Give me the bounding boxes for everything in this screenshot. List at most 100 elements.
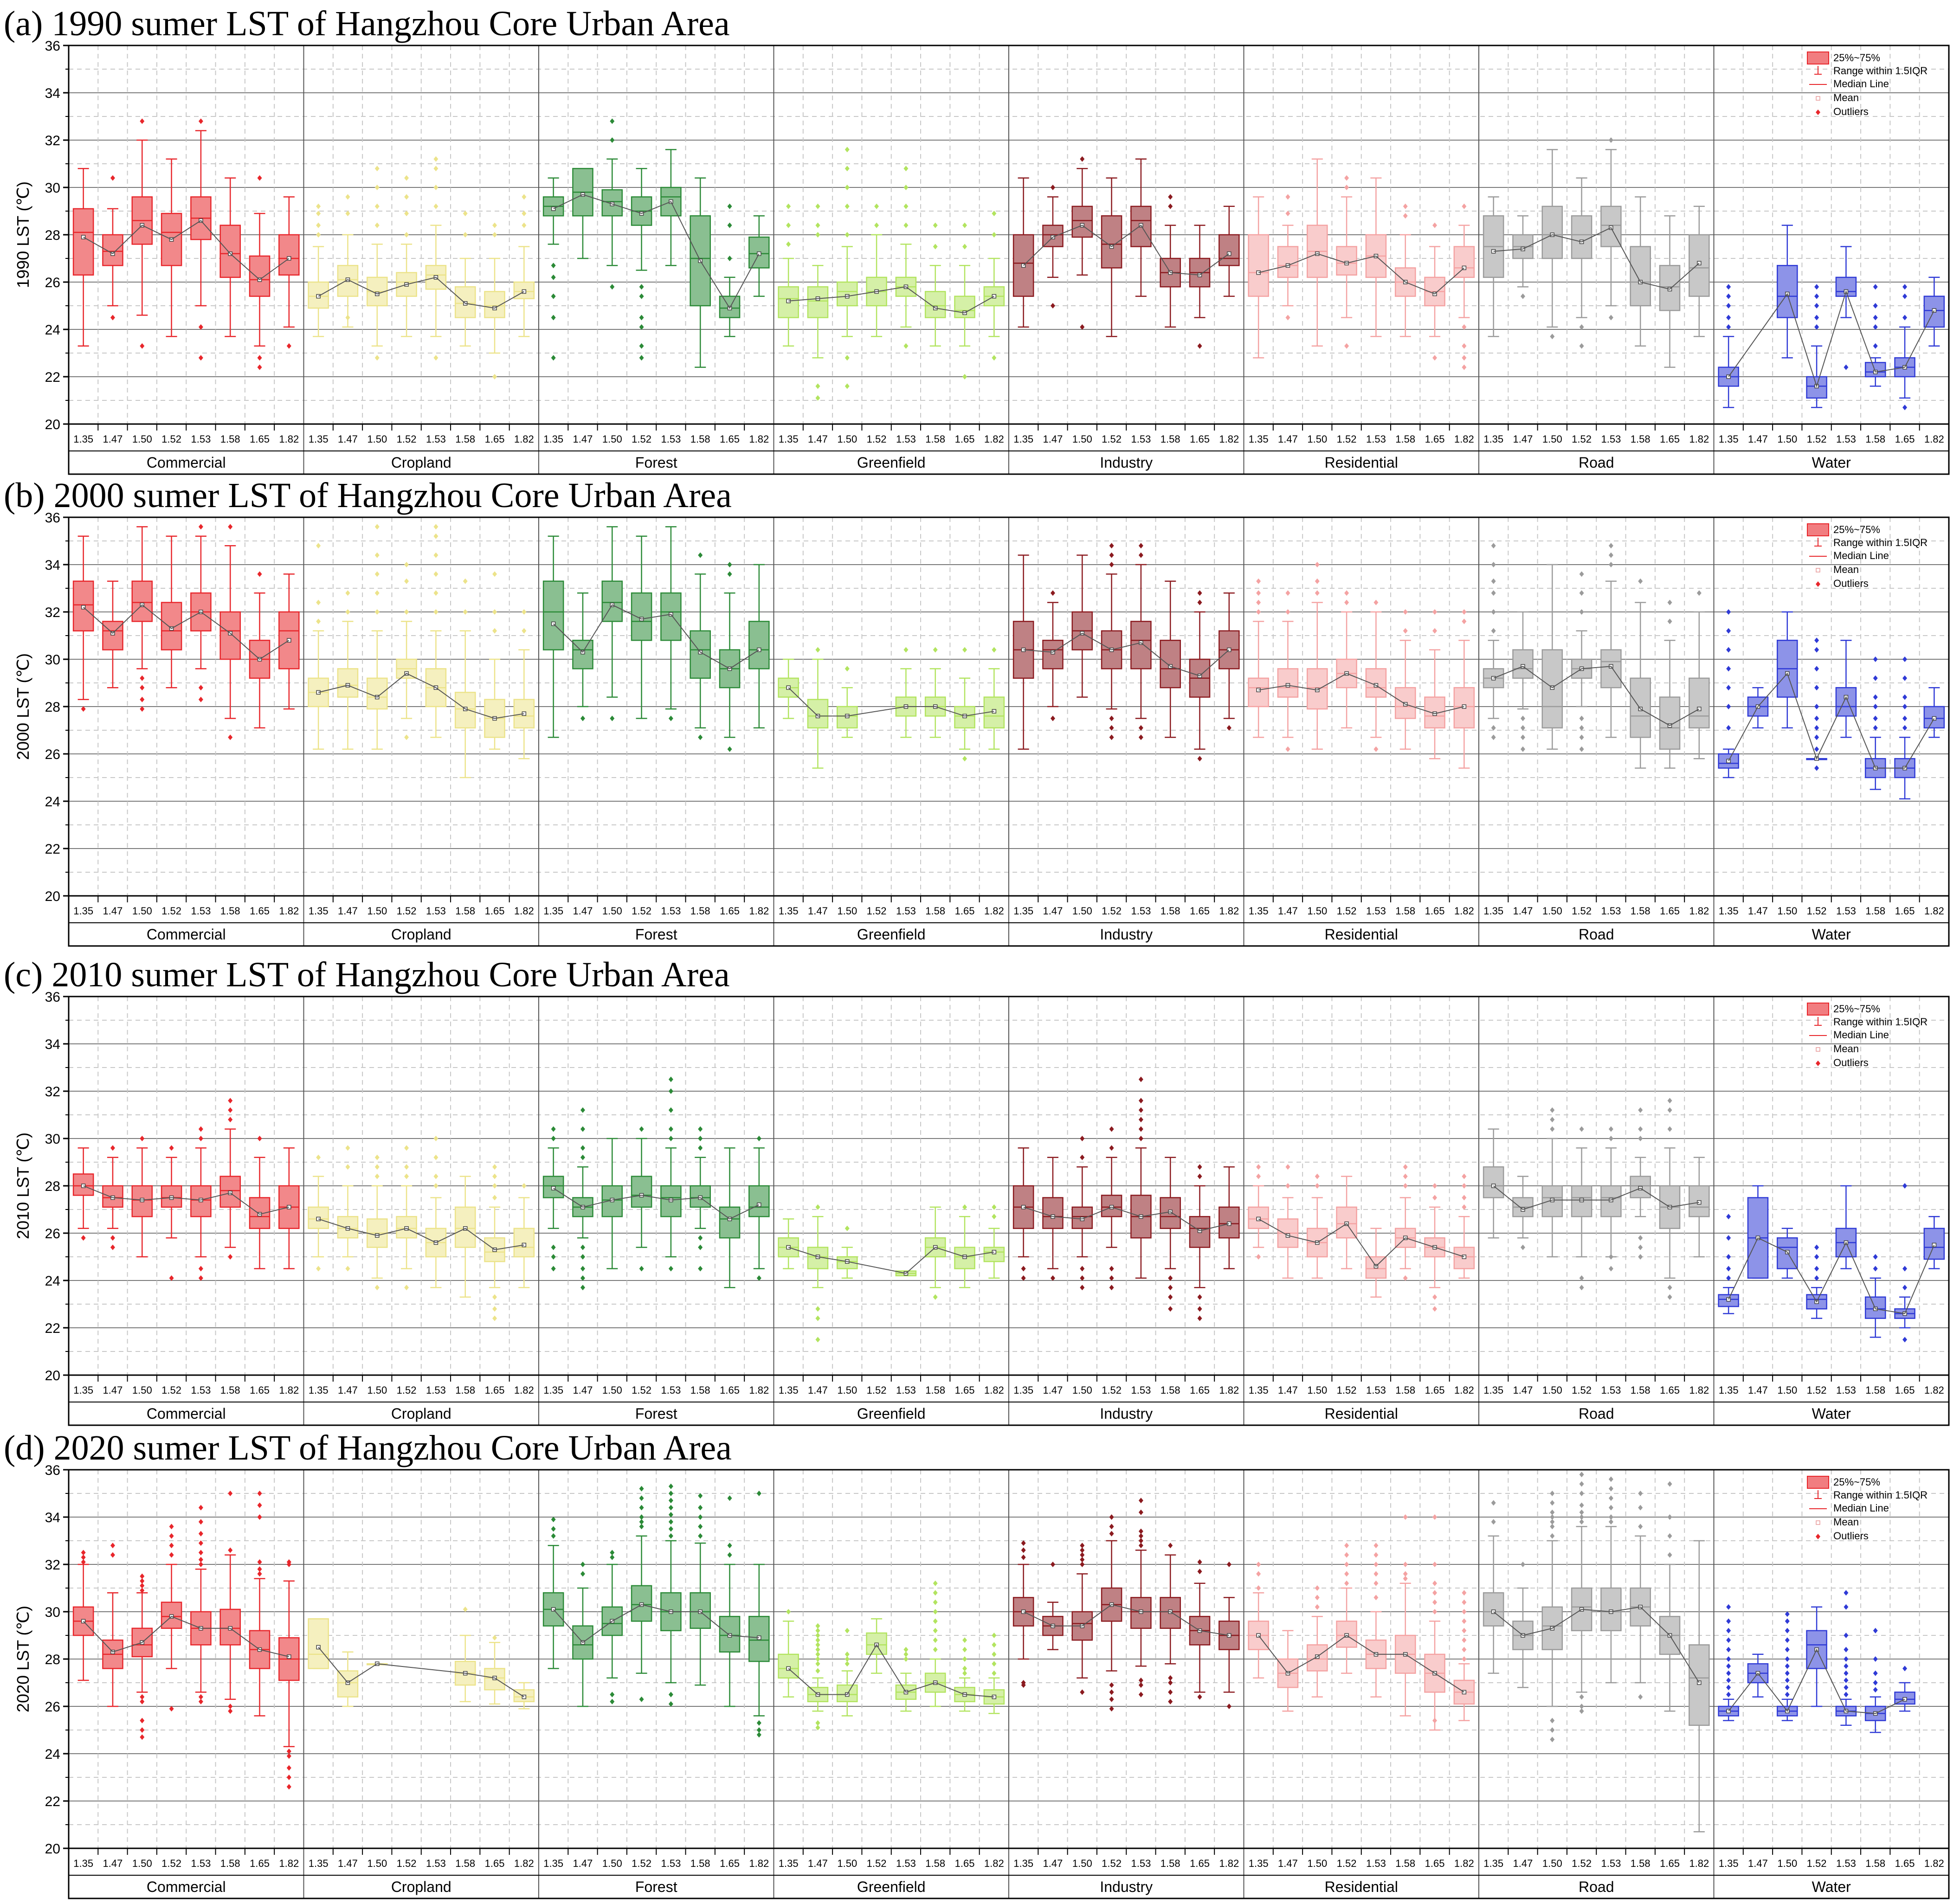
outlier-point <box>1579 1472 1584 1478</box>
outlier-point <box>463 578 468 584</box>
outlier-point <box>1902 715 1908 721</box>
panel-title: (c) 2010 sumer LST of Hangzhou Core Urba… <box>4 955 730 994</box>
outlier-point <box>1785 1656 1790 1662</box>
box-1.82 <box>513 1183 535 1288</box>
outlier-point <box>1256 1571 1261 1577</box>
outlier-point <box>1168 1675 1173 1681</box>
outlier-point <box>815 1724 820 1730</box>
outlier-point <box>257 1566 262 1572</box>
outlier-point <box>610 284 615 290</box>
outlier-point <box>404 194 409 200</box>
outlier-point <box>433 533 438 539</box>
outlier-point <box>903 1647 909 1653</box>
outlier-point <box>1285 194 1290 200</box>
outlier-point <box>316 618 321 624</box>
x-tick-label: 1.52 <box>632 1858 651 1869</box>
iqr-box <box>337 668 359 698</box>
x-tick-label: 1.47 <box>103 905 123 917</box>
x-tick-label: 1.65 <box>1660 1384 1680 1396</box>
y-tick-label: 32 <box>45 1557 60 1573</box>
outlier-point <box>1197 1306 1202 1312</box>
outlier-point <box>1785 1637 1790 1643</box>
x-tick-label: 1.53 <box>191 1384 211 1396</box>
outlier-point <box>992 1214 997 1220</box>
outlier-point <box>668 1701 673 1707</box>
outlier-point <box>1344 185 1349 190</box>
outlier-point <box>110 1543 115 1549</box>
outlier-point <box>1138 1107 1143 1113</box>
outlier-point <box>1285 746 1290 752</box>
outlier-point <box>492 1635 497 1641</box>
box-1.65 <box>1894 1183 1915 1343</box>
mean-line <box>1023 225 1230 276</box>
outlier-point <box>1726 1656 1731 1662</box>
outlier-point <box>404 734 409 740</box>
outlier-point <box>962 756 967 762</box>
outlier-point <box>815 395 820 401</box>
box-1.53 <box>1130 158 1152 297</box>
x-tick-label: 1.47 <box>1278 433 1298 445</box>
outlier-point <box>463 232 468 238</box>
outlier-point <box>140 118 145 124</box>
y-tick-label: 28 <box>45 1179 60 1194</box>
outlier-point <box>668 1483 673 1489</box>
outlier-point <box>580 1266 585 1272</box>
box-1.82 <box>1923 1216 1945 1269</box>
iqr-box <box>219 1176 241 1208</box>
x-tick-label: 1.65 <box>250 1858 270 1869</box>
outlier-point <box>1080 1543 1085 1549</box>
outlier-point <box>1109 715 1114 721</box>
outlier-point <box>580 1275 585 1281</box>
x-tick-label: 1.50 <box>1072 433 1092 445</box>
group-label: Road <box>1579 1878 1614 1895</box>
x-tick-label: 1.47 <box>1278 1858 1298 1869</box>
mean-line <box>318 1218 524 1250</box>
outlier-point <box>1873 1656 1878 1662</box>
outlier-point <box>1638 1694 1643 1700</box>
outlier-point <box>1315 578 1320 584</box>
outlier-point <box>668 1266 673 1272</box>
x-tick-label: 1.82 <box>514 1858 534 1869</box>
box-1.65 <box>249 175 271 370</box>
box-1.53 <box>1600 137 1622 321</box>
outlier-point <box>110 1244 115 1250</box>
box-1.65 <box>484 222 505 380</box>
box-1.52 <box>1571 1472 1592 1714</box>
x-tick-label: 1.58 <box>455 1858 475 1869</box>
box-1.52 <box>1101 177 1122 337</box>
outlier-point <box>1726 284 1731 290</box>
x-tick-label: 1.47 <box>1748 1384 1768 1396</box>
iqr-box <box>1277 246 1299 278</box>
x-tick-label: 1.52 <box>1337 905 1357 917</box>
outlier-point <box>1432 1599 1438 1605</box>
outlier-point <box>639 315 644 321</box>
panel-title: (a) 1990 sumer LST of Hangzhou Core Urba… <box>4 4 730 43</box>
outlier-point <box>580 1244 585 1250</box>
outlier-point <box>727 1543 732 1549</box>
outlier-point <box>1726 315 1731 321</box>
x-tick-label: 1.50 <box>1307 433 1327 445</box>
outlier-point <box>698 1514 703 1520</box>
outlier-point <box>756 1491 761 1496</box>
outlier-point <box>1579 1502 1584 1508</box>
outlier-point <box>1579 571 1584 577</box>
outlier-point <box>845 232 850 238</box>
outlier-point <box>1608 1505 1613 1511</box>
outlier-point <box>1462 609 1467 615</box>
outlier-point <box>1608 1495 1613 1501</box>
group-label: Industry <box>1100 926 1153 943</box>
outlier-point <box>698 1493 703 1499</box>
outlier-point <box>1197 1569 1202 1575</box>
outlier-point <box>1902 293 1908 299</box>
x-tick-label: 1.53 <box>1366 1384 1386 1396</box>
box-1.50 <box>367 524 388 750</box>
legend-swatch-mean <box>1816 1047 1820 1052</box>
outlier-point <box>580 1562 585 1567</box>
outlier-point <box>1579 1708 1584 1714</box>
outlier-point <box>1844 1656 1849 1662</box>
outlier-point <box>1373 746 1379 752</box>
outlier-point <box>1080 1136 1085 1141</box>
box-1.65 <box>1659 1098 1681 1300</box>
outlier-point <box>815 1306 820 1312</box>
outlier-point <box>727 1495 732 1501</box>
